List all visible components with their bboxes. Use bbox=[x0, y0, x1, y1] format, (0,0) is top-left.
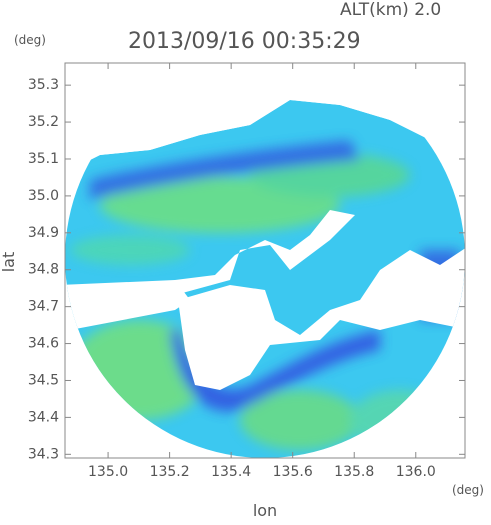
y-tick-label: 34.3 bbox=[28, 446, 59, 462]
x-tick-label: 135.2 bbox=[150, 464, 190, 480]
chart-title: 2013/09/16 00:35:29 bbox=[128, 29, 361, 54]
x-tick-label: 135.6 bbox=[273, 464, 313, 480]
x-tick-label: 135.4 bbox=[211, 464, 251, 480]
y-tick-label: 35.2 bbox=[28, 114, 59, 130]
x-tick-label: 135.0 bbox=[88, 464, 128, 480]
y-unit: (deg) bbox=[14, 33, 46, 47]
y-label: lat bbox=[0, 252, 18, 273]
y-tick-label: 35.1 bbox=[28, 151, 59, 167]
x-unit: (deg) bbox=[452, 483, 484, 497]
y-tick-label: 35.0 bbox=[28, 188, 59, 204]
x-tick-label: 135.8 bbox=[334, 464, 374, 480]
y-tick-label: 34.5 bbox=[28, 372, 59, 388]
x-tick-label: 136.0 bbox=[396, 464, 436, 480]
y-tick-label: 34.9 bbox=[28, 225, 59, 241]
x-label: lon bbox=[253, 501, 277, 520]
y-tick-label: 34.6 bbox=[28, 336, 59, 352]
y-tick-label: 34.7 bbox=[28, 299, 59, 315]
y-tick-label: 35.3 bbox=[28, 77, 59, 93]
y-tick-label: 34.8 bbox=[28, 262, 59, 278]
radar-field bbox=[65, 63, 465, 458]
plot-frame bbox=[64, 62, 466, 459]
y-tick-label: 34.4 bbox=[28, 409, 59, 425]
altitude-label: ALT(km) 2.0 bbox=[340, 0, 441, 20]
